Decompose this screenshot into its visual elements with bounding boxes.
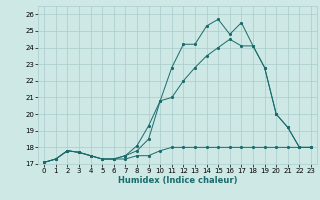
X-axis label: Humidex (Indice chaleur): Humidex (Indice chaleur)	[118, 176, 237, 185]
